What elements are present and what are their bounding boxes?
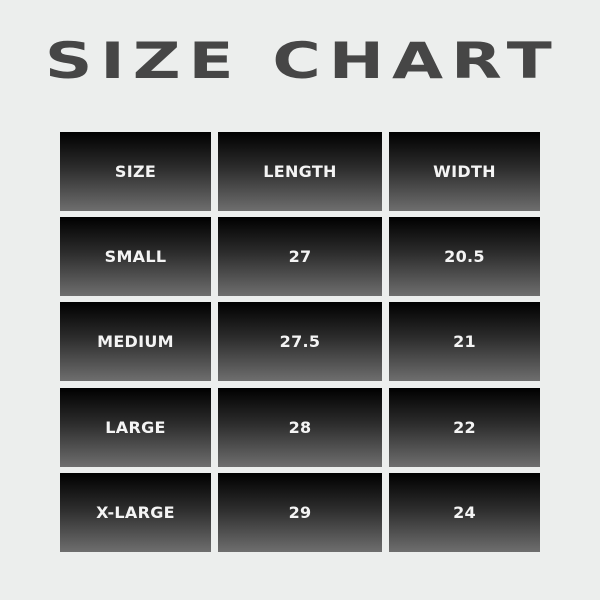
cell-text: LENGTH <box>263 162 337 181</box>
cell-text: X-LARGE <box>96 503 175 522</box>
cell-text: 22 <box>453 418 476 437</box>
table-cell: 20.5 <box>389 217 540 296</box>
cell-text: LARGE <box>105 418 166 437</box>
table-cell: SMALL <box>60 217 211 296</box>
table-cell: MEDIUM <box>60 302 211 381</box>
header-cell-length: LENGTH <box>218 132 382 211</box>
cell-text: 29 <box>288 503 312 522</box>
cell-text: SIZE <box>114 162 157 181</box>
page-title: SIZE CHART <box>44 32 560 90</box>
cell-text: 24 <box>453 503 476 522</box>
table-cell: 28 <box>218 388 382 467</box>
cell-text: 27.5 <box>279 332 321 351</box>
table-cell: LARGE <box>60 388 211 467</box>
cell-text: SMALL <box>104 247 167 266</box>
cell-text: 21 <box>453 332 476 351</box>
cell-text: MEDIUM <box>97 332 174 351</box>
table-cell: 27 <box>218 217 382 296</box>
header-cell-size: SIZE <box>60 132 211 211</box>
table-cell: 24 <box>389 473 540 552</box>
table-cell: 21 <box>389 302 540 381</box>
table-cell: 29 <box>218 473 382 552</box>
cell-text: 28 <box>288 418 312 437</box>
table-cell: X-LARGE <box>60 473 211 552</box>
cell-text: 20.5 <box>444 247 485 266</box>
header-cell-width: WIDTH <box>389 132 540 211</box>
cell-text: 27 <box>288 247 312 266</box>
table-cell: 22 <box>389 388 540 467</box>
cell-text: WIDTH <box>433 162 496 181</box>
table-cell: 27.5 <box>218 302 382 381</box>
